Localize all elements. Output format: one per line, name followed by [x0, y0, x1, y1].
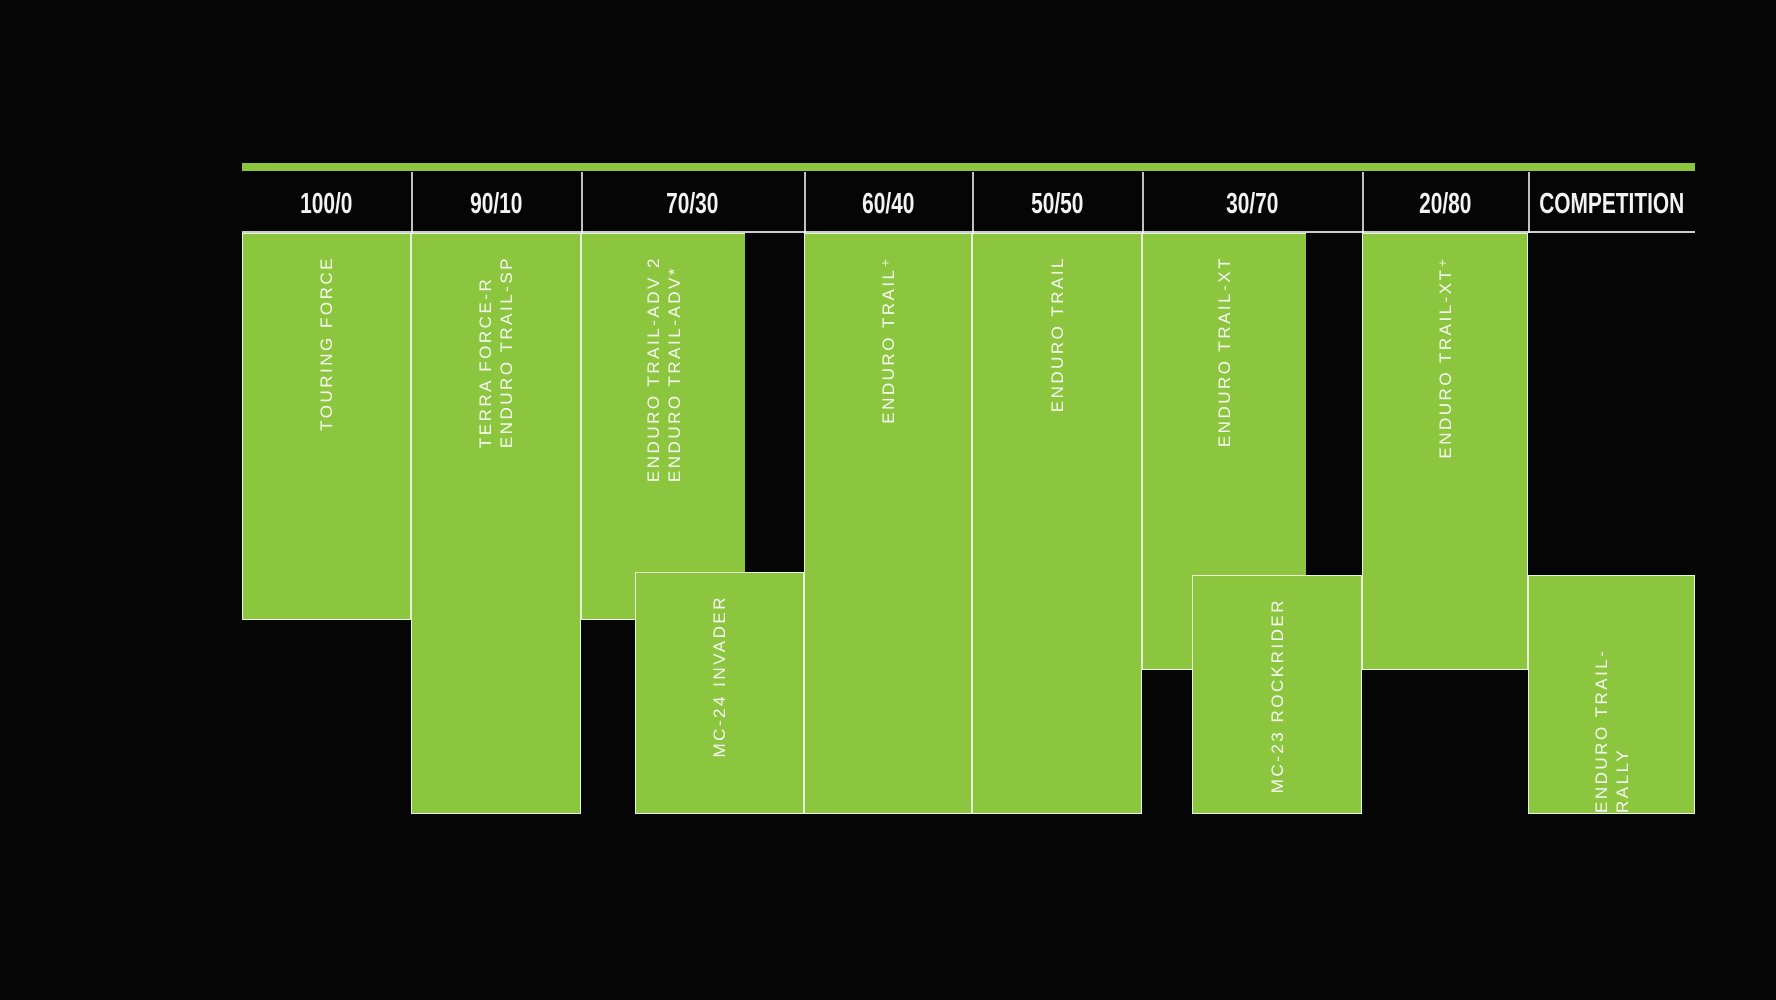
column-header-competition: COMPETITION: [1528, 176, 1695, 232]
bar-label: ENDURO TRAIL: [1047, 256, 1067, 413]
bar-label: MC-23 ROCKRIDER: [1267, 598, 1287, 794]
column-header-label: 20/80: [1418, 187, 1472, 220]
bar-enduro-trail-rally: ENDURO TRAIL-RALLY: [1528, 575, 1695, 814]
column-header-50-50: 50/50: [972, 176, 1142, 232]
column-header-label: 90/10: [469, 187, 523, 220]
bar-label: ENDURO TRAIL⁺: [878, 256, 898, 424]
bar-enduro-trail-plus: ENDURO TRAIL⁺: [804, 233, 972, 814]
bar-label: TOURING FORCE: [317, 256, 336, 431]
header-divider: [1362, 172, 1364, 233]
bar-label: ENDURO TRAIL-XT⁺: [1435, 256, 1455, 459]
column-header-90-10: 90/10: [411, 176, 581, 232]
bar-enduro-trail: ENDURO TRAIL: [972, 233, 1142, 814]
column-header-label: 70/30: [666, 187, 719, 220]
bar-label: ENDURO TRAIL-XT: [1215, 256, 1234, 448]
bar-label: ENDURO TRAIL-RALLY: [1591, 648, 1632, 813]
bar-touring-force: TOURING FORCE: [242, 233, 411, 620]
column-header-label: 100/0: [300, 187, 353, 220]
column-header-30-70: 30/70: [1142, 176, 1362, 232]
bar-enduro-trail-xt-plus: ENDURO TRAIL-XT⁺: [1362, 233, 1528, 670]
bar-mc-23-rockrider: MC-23 ROCKRIDER: [1192, 575, 1362, 814]
column-header-label: COMPETITION: [1539, 187, 1685, 220]
header-divider: [411, 172, 413, 233]
bar-label: TERRA FORCE-R ENDURO TRAIL-SP: [476, 256, 516, 449]
header-divider: [581, 172, 583, 233]
header-divider: [972, 172, 974, 233]
column-header-70-30: 70/30: [581, 176, 804, 232]
header-divider: [804, 172, 806, 233]
bar-terra-force-r: TERRA FORCE-R ENDURO TRAIL-SP: [411, 233, 581, 814]
chart-top-rule: [242, 163, 1695, 171]
column-header-60-40: 60/40: [804, 176, 972, 232]
bar-enduro-trail-adv: ENDURO TRAIL-ADV 2 ENDURO TRAIL-ADV*: [581, 233, 745, 620]
bar-label: ENDURO TRAIL-ADV 2 ENDURO TRAIL-ADV*: [643, 256, 684, 483]
header-bottom-rule: [242, 231, 1695, 233]
column-header-100-0: 100/0: [242, 176, 411, 232]
header-divider: [1142, 172, 1144, 233]
header-divider: [1528, 172, 1530, 233]
bar-label: MC-24 INVADER: [710, 595, 729, 758]
column-header-label: 30/70: [1225, 187, 1279, 220]
column-header-label: 50/50: [1030, 187, 1084, 220]
bar-mc-24-invader: MC-24 INVADER: [635, 572, 804, 814]
column-header-label: 60/40: [861, 187, 915, 220]
column-header-20-80: 20/80: [1362, 176, 1528, 232]
